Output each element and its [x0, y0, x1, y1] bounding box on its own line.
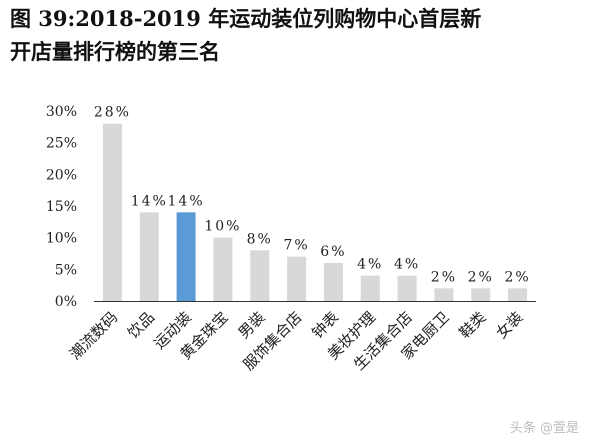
- bar: [102, 123, 122, 302]
- bar: [213, 237, 233, 301]
- bar: [250, 250, 270, 301]
- bar: [471, 288, 491, 301]
- bar: [397, 275, 417, 301]
- data-label: 4%: [357, 257, 383, 273]
- data-label: 28%: [94, 105, 131, 121]
- y-tick-label: 5%: [55, 262, 77, 278]
- bar: [176, 212, 196, 301]
- bar: [287, 256, 307, 301]
- y-tick-label: 15%: [46, 199, 77, 215]
- y-tick-label: 0%: [55, 294, 77, 310]
- category-label: 潮流数码: [66, 308, 121, 363]
- category-label: 鞋类: [456, 308, 490, 342]
- data-label: 14%: [168, 193, 205, 209]
- bar: [323, 263, 343, 301]
- data-label: 4%: [394, 257, 420, 273]
- data-label: 10%: [204, 219, 241, 235]
- data-label: 2%: [504, 269, 530, 285]
- y-tick-label: 10%: [46, 231, 77, 247]
- data-label: 2%: [431, 269, 457, 285]
- chart-title-line-2: 开店量排行榜的第三名: [10, 39, 220, 64]
- data-label: 2%: [468, 269, 494, 285]
- chart-title: 图 39:2018-2019 年运动装位列购物中心首层新 开店量排行榜的第三名: [10, 2, 585, 68]
- chart-title-line-1: 图 39:2018-2019 年运动装位列购物中心首层新: [10, 6, 482, 31]
- bar: [434, 288, 454, 301]
- y-tick-label: 30%: [46, 104, 77, 120]
- data-label: 14%: [131, 193, 168, 209]
- bar: [360, 275, 380, 301]
- watermark: 头条 @萱是: [509, 421, 579, 436]
- bar: [508, 288, 528, 301]
- data-label: 6%: [320, 244, 346, 260]
- data-label: 7%: [283, 238, 309, 254]
- bar: [139, 212, 159, 301]
- y-tick-label: 25%: [46, 136, 77, 152]
- y-tick-label: 20%: [46, 167, 77, 183]
- data-label: 8%: [247, 231, 273, 247]
- category-label: 女装: [492, 308, 526, 342]
